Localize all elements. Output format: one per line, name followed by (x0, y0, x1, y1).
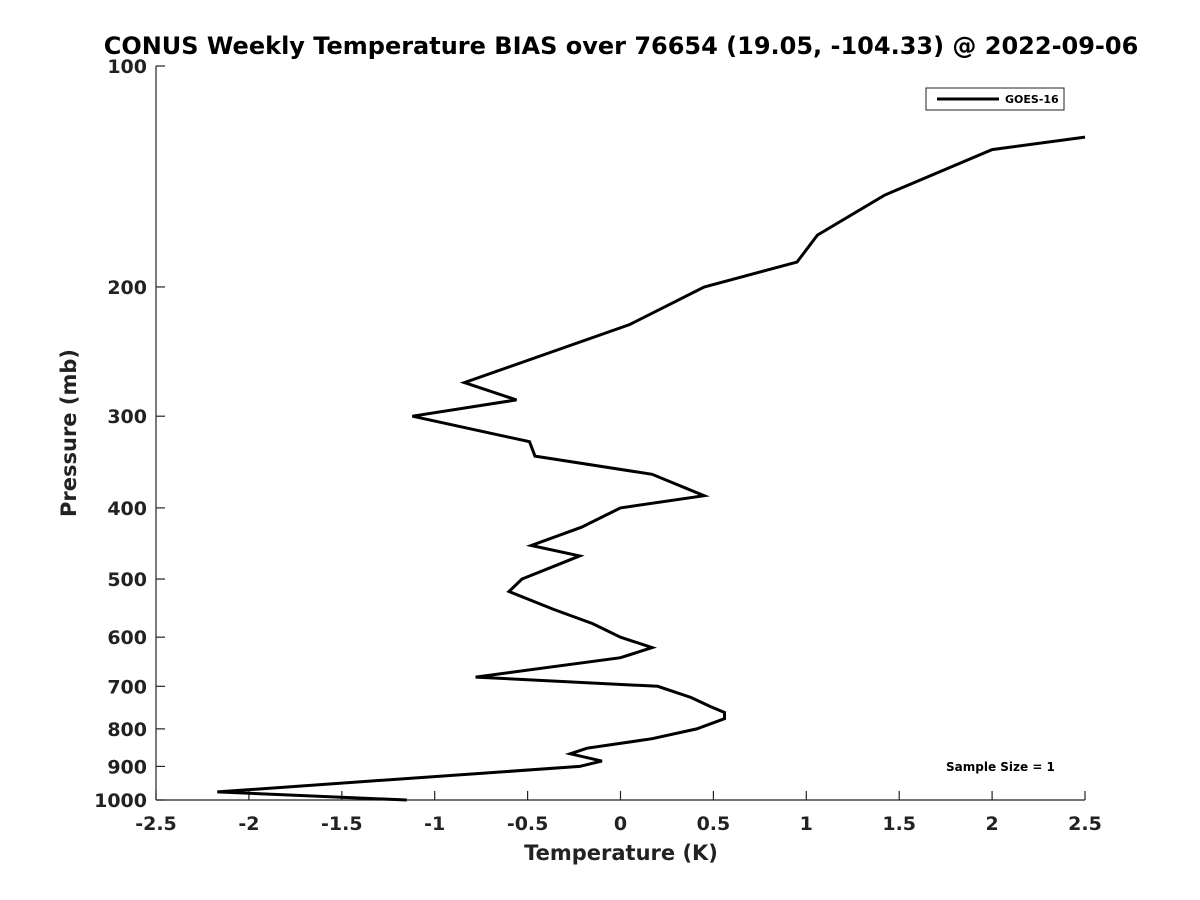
x-axis-label: Temperature (K) (524, 841, 718, 865)
y-axis-label: Pressure (mb) (57, 349, 81, 517)
x-tick-label: 0.5 (697, 813, 731, 835)
x-tick-label: 1.5 (882, 813, 916, 835)
legend-label-goes16: GOES-16 (1005, 93, 1059, 106)
y-tick-label: 200 (107, 277, 147, 299)
y-tick-label: 900 (107, 756, 147, 778)
x-axis-ticks: -2.5 -2 -1.5 -1 -0.5 0 0.5 1 1.5 2 2.5 (135, 791, 1102, 835)
x-tick-label: -1.5 (321, 813, 363, 835)
x-tick-label: -2.5 (135, 813, 177, 835)
x-tick-label: 0 (614, 813, 627, 835)
sample-size-annotation: Sample Size = 1 (946, 760, 1055, 774)
y-tick-label: 500 (107, 569, 147, 591)
x-tick-label: 2 (985, 813, 998, 835)
y-tick-label: 300 (107, 406, 147, 428)
y-tick-label: 700 (107, 676, 147, 698)
x-tick-label: 2.5 (1068, 813, 1102, 835)
y-tick-label: 100 (107, 56, 147, 78)
y-tick-label: 1000 (94, 790, 147, 812)
y-tick-label: 800 (107, 719, 147, 741)
legend: GOES-16 (925, 87, 1065, 111)
x-tick-label: 1 (800, 813, 813, 835)
series-line-goes-16 (217, 135, 1086, 802)
y-tick-label: 400 (107, 498, 147, 520)
y-tick-label: 600 (107, 627, 147, 649)
x-tick-label: -1 (424, 813, 445, 835)
x-tick-label: -0.5 (507, 813, 549, 835)
series-layer (217, 135, 1086, 802)
x-tick-label: -2 (238, 813, 259, 835)
chart-title: CONUS Weekly Temperature BIAS over 76654… (104, 32, 1139, 60)
y-axis-ticks: 100 200 300 400 500 600 700 800 900 1000 (94, 56, 165, 812)
